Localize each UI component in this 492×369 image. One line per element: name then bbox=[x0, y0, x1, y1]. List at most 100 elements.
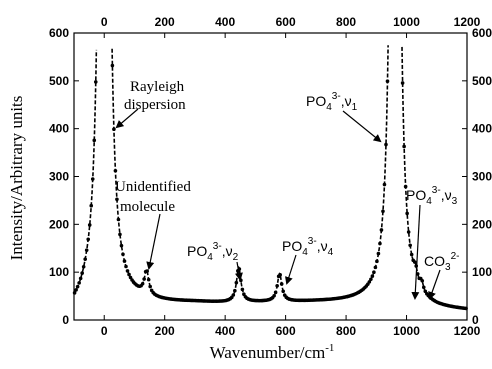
y-tick-label-right: 400 bbox=[472, 122, 492, 136]
spectrum-point bbox=[118, 232, 122, 237]
spectrum-point bbox=[145, 269, 149, 273]
spectrum-point bbox=[72, 291, 77, 295]
spectrum-point bbox=[379, 228, 384, 232]
y-tick-label-right: 100 bbox=[472, 265, 492, 279]
spectrum-point bbox=[121, 252, 125, 257]
spectrum-point bbox=[384, 142, 388, 147]
spectrum-point bbox=[408, 243, 412, 248]
spectrum-point bbox=[80, 271, 84, 275]
annotation-po4-v4: PO43-,ν4 bbox=[282, 236, 334, 258]
spectrum-point bbox=[112, 127, 116, 131]
spectrum-point bbox=[92, 138, 97, 143]
spectrum-point bbox=[421, 285, 426, 290]
x-tick-label-bottom: 600 bbox=[276, 324, 296, 338]
spectrum-point bbox=[74, 288, 78, 292]
spectrum-point bbox=[89, 203, 94, 208]
spectrum-point bbox=[115, 197, 119, 202]
spectrum-point bbox=[119, 243, 124, 248]
x-tick-label-bottom: 1200 bbox=[454, 324, 481, 338]
spectrum-point bbox=[420, 278, 425, 283]
y-tick-label-right: 500 bbox=[472, 74, 492, 88]
po4-v3-arrow bbox=[411, 204, 421, 300]
annotation-po4-v3: PO43-,ν3 bbox=[406, 185, 458, 207]
x-axis-title: Wavenumber/cm-1 bbox=[210, 342, 335, 362]
x-tick-label-top: 1000 bbox=[393, 15, 420, 29]
spectrum-point bbox=[146, 277, 151, 282]
annotation-po4-v1: PO43-,ν1 bbox=[306, 91, 358, 113]
spectrum-point bbox=[87, 223, 92, 227]
spectrum-point bbox=[113, 168, 118, 173]
x-tick-label-top: 200 bbox=[155, 15, 175, 29]
co3-arrow bbox=[428, 269, 441, 300]
axis-ticks: 0020020040040060060080080010001000120012… bbox=[49, 15, 492, 338]
unidentified-arrow bbox=[146, 213, 161, 270]
spectrum-point bbox=[406, 230, 411, 234]
plot-frame bbox=[73, 32, 468, 321]
po4-v2-label: PO43-,ν2 bbox=[187, 241, 239, 263]
spectrum-point bbox=[148, 284, 152, 289]
spectrum-point bbox=[122, 259, 127, 263]
spectrum-point bbox=[93, 80, 98, 84]
po4-v4-arrow bbox=[285, 254, 297, 285]
spectrum-point bbox=[86, 237, 91, 242]
spectrum-point bbox=[403, 184, 408, 189]
rayleigh-line1: Rayleigh bbox=[130, 79, 185, 95]
x-tick-label-bottom: 200 bbox=[155, 324, 175, 338]
x-tick-label-top: 600 bbox=[276, 15, 296, 29]
y-tick-label-right: 200 bbox=[472, 217, 492, 231]
co3-label: CO32- bbox=[424, 251, 459, 273]
spectrum-point bbox=[234, 280, 239, 285]
po4-v2-arrow bbox=[235, 261, 243, 281]
spectrum-point bbox=[412, 260, 417, 264]
spectrum-point bbox=[378, 241, 382, 246]
annotation-po4-v2: PO43-,ν2 bbox=[187, 241, 239, 263]
spectrum-point bbox=[273, 290, 278, 295]
unidentified-line1: Unidentified bbox=[115, 179, 191, 195]
spectrum-point bbox=[116, 217, 121, 222]
x-tick-label-bottom: 1000 bbox=[393, 324, 420, 338]
unidentified-line2: molecule bbox=[120, 199, 175, 215]
spectrum-point bbox=[77, 281, 81, 285]
spectrum-point bbox=[400, 81, 405, 85]
spectrum-point bbox=[84, 248, 89, 252]
spectrum-point bbox=[81, 264, 86, 269]
x-tick-label-bottom: 400 bbox=[215, 324, 235, 338]
y-tick-label-right: 0 bbox=[472, 313, 479, 327]
spectrum-point bbox=[370, 274, 375, 278]
spectrum-point bbox=[382, 182, 387, 187]
spectrum-point bbox=[385, 79, 390, 84]
spectrum-point bbox=[140, 281, 145, 286]
annotation-co3: CO32- bbox=[424, 251, 459, 273]
x-tick-label-top: 0 bbox=[101, 15, 108, 29]
y-tick-label-left: 400 bbox=[49, 122, 69, 136]
x-tick-label-bottom: 800 bbox=[336, 324, 356, 338]
spectrum-point bbox=[78, 276, 83, 281]
y-tick-label-left: 100 bbox=[49, 265, 69, 279]
y-tick-label-right: 300 bbox=[472, 170, 492, 184]
spectrum-point bbox=[405, 211, 409, 216]
spectrum-point bbox=[409, 252, 414, 257]
po4-v1-arrow bbox=[342, 110, 382, 143]
spectrum-point bbox=[239, 278, 243, 283]
x-tick-label-bottom: 0 bbox=[101, 324, 108, 338]
spectrum-point bbox=[369, 277, 373, 282]
spectrum-point bbox=[272, 293, 276, 298]
y-axis-title: Intensity/Arbitrary units bbox=[7, 96, 26, 261]
spectrum-point bbox=[142, 277, 146, 281]
spectrum-point bbox=[375, 259, 379, 264]
spectrum-point bbox=[373, 265, 378, 270]
spectrum-point bbox=[381, 209, 385, 214]
spectrum-point bbox=[275, 284, 279, 288]
annotation-rayleigh: Rayleigh dispersion bbox=[124, 79, 186, 113]
po4-v3-label: PO43-,ν3 bbox=[406, 185, 458, 207]
y-tick-label-left: 0 bbox=[62, 313, 69, 327]
y-tick-label-left: 200 bbox=[49, 217, 69, 231]
spectrum-point bbox=[240, 287, 245, 292]
y-tick-label-left: 600 bbox=[49, 26, 69, 40]
spectrum-point bbox=[233, 288, 237, 293]
y-tick-label-right: 600 bbox=[472, 26, 492, 40]
po4-v4-label: PO43-,ν4 bbox=[282, 236, 334, 258]
annotation-unidentified: Unidentified molecule bbox=[115, 179, 191, 215]
spectrum-point bbox=[278, 273, 282, 277]
